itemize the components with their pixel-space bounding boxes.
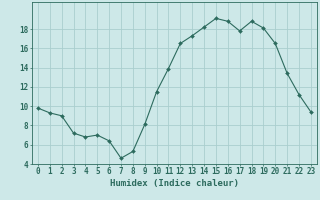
X-axis label: Humidex (Indice chaleur): Humidex (Indice chaleur) bbox=[110, 179, 239, 188]
